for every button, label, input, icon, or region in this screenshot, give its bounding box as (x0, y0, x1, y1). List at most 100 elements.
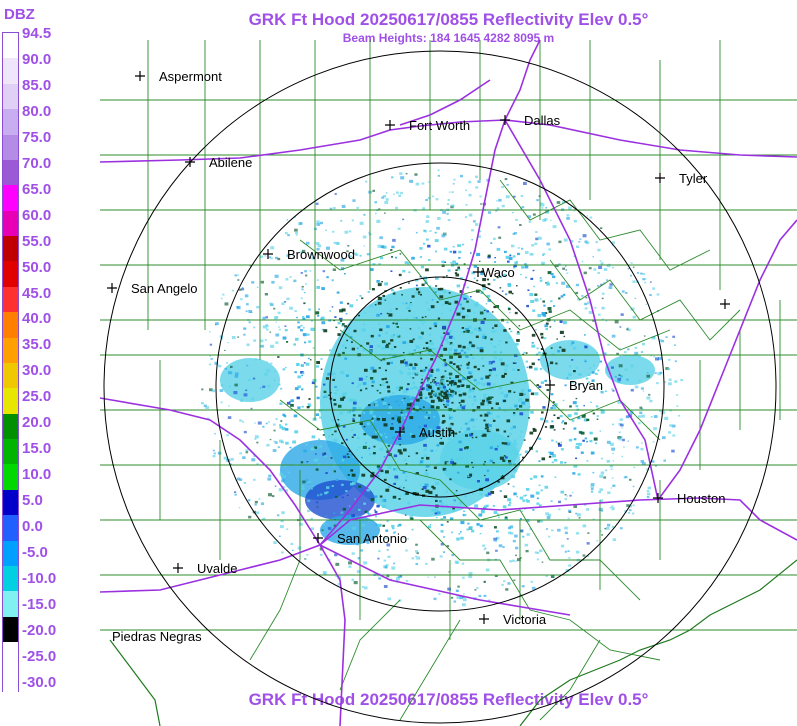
city-marker: Austin (395, 425, 455, 440)
legend-label: -10.0 (22, 569, 57, 587)
legend-label: -30.0 (22, 673, 57, 691)
color-scale-segment (3, 58, 18, 84)
legend-label: 55.0 (22, 232, 52, 250)
city-label: Fort Worth (409, 118, 470, 133)
city-marker: Aspermont (135, 69, 222, 84)
legend-label: 40.0 (22, 310, 52, 328)
crosshair-icon (263, 249, 273, 259)
legend-label: 5.0 (22, 492, 43, 510)
legend-label: -20.0 (22, 621, 57, 639)
radar-echoes (201, 169, 684, 607)
city-marker: Bryan (545, 378, 603, 393)
city-marker (720, 299, 730, 309)
crosshair-icon (473, 267, 483, 277)
city-label: San Antonio (337, 531, 407, 546)
legend-label: 75.0 (22, 128, 52, 146)
color-scale-segment (3, 337, 18, 363)
city-label: Bryan (569, 378, 603, 393)
crosshair-icon (653, 493, 663, 503)
city-marker: San Antonio (313, 531, 407, 546)
city-label: Waco (482, 265, 515, 280)
color-scale-segment (3, 413, 18, 439)
city-label: Uvalde (197, 561, 237, 576)
color-scale-segment (3, 515, 18, 541)
radar-map: Aspermont Fort Worth Dallas Abilene Tyler Bro… (100, 40, 797, 726)
crosshair-icon (720, 299, 730, 309)
legend-label: 94.5 (22, 25, 52, 42)
color-scale-segment (3, 236, 18, 262)
crosshair-icon (479, 614, 489, 624)
color-scale-segment (3, 616, 18, 642)
color-scale-segment (3, 667, 18, 693)
city-marker: Waco (473, 265, 515, 280)
echo-patch (540, 340, 600, 380)
legend-label: 10.0 (22, 466, 52, 484)
crosshair-icon (135, 71, 145, 81)
color-scale-segment (3, 464, 18, 490)
coastline (109, 559, 797, 726)
color-scale-segment (3, 286, 18, 313)
city-label: San Angelo (131, 281, 198, 296)
color-scale-segment (3, 642, 18, 668)
city-marker: Brownwood (263, 247, 355, 262)
color-scale-segment (3, 388, 18, 414)
color-scale-segment (3, 591, 18, 617)
color-scale-bar (2, 32, 19, 693)
legend-label: 70.0 (22, 154, 52, 172)
color-scale-segment (3, 312, 18, 338)
color-scale-segment (3, 185, 18, 211)
legend-label: 35.0 (22, 336, 52, 354)
crosshair-icon (395, 427, 405, 437)
crosshair-icon (500, 115, 510, 125)
city-marker: Victoria (479, 612, 547, 627)
color-scale-segment (3, 109, 18, 135)
city-label: Brownwood (287, 247, 355, 262)
crosshair-icon (545, 380, 555, 390)
color-scale-segment (3, 489, 18, 516)
city-label: Austin (419, 425, 455, 440)
color-scale-segment (3, 134, 18, 160)
city-markers: Aspermont Fort Worth Dallas Abilene Tyler Bro… (107, 69, 730, 644)
legend-label: 85.0 (22, 76, 52, 94)
legend-label: 60.0 (22, 206, 52, 224)
color-scale-segment (3, 540, 18, 566)
city-label: Houston (677, 491, 725, 506)
crosshair-icon (173, 563, 183, 573)
echo-patch (605, 355, 655, 385)
beam-heights: Beam Heights: 184 1645 4282 8095 m (342, 31, 555, 45)
map-title: GRK Ft Hood 20250617/0855 Reflectivity E… (248, 10, 649, 29)
city-marker: San Angelo (107, 281, 198, 296)
legend-label: 0.0 (22, 518, 43, 536)
color-scale-segment (3, 565, 18, 592)
color-scale-segment (3, 439, 18, 465)
legend-label: 15.0 (22, 440, 52, 458)
crosshair-icon (385, 120, 395, 130)
highways (100, 40, 797, 726)
legend-label: -5.0 (22, 544, 48, 561)
legend-label: 25.0 (22, 388, 52, 406)
color-scale-segment (3, 261, 18, 287)
city-label: Dallas (524, 113, 561, 128)
color-scale-segment (3, 33, 18, 59)
legend-label: 65.0 (22, 180, 52, 198)
echo-patch (305, 480, 375, 520)
color-scale-segment (3, 362, 18, 389)
legend-unit: DBZ (4, 6, 35, 23)
color-scale-segment (3, 83, 18, 110)
crosshair-icon (107, 283, 117, 293)
legend-label: -25.0 (22, 647, 57, 665)
color-scale-segment (3, 210, 18, 236)
city-label: Abilene (209, 155, 252, 170)
city-label: Aspermont (159, 69, 222, 84)
city-marker: Dallas (500, 113, 561, 128)
legend-label: 45.0 (22, 284, 52, 302)
legend-label: 20.0 (22, 414, 52, 432)
legend-label: 30.0 (22, 362, 52, 380)
legend-label: 90.0 (22, 50, 52, 68)
city-marker: Houston (653, 491, 725, 506)
city-label: Tyler (679, 171, 708, 186)
city-marker: Tyler (655, 171, 708, 186)
city-label: Victoria (503, 612, 547, 627)
county-lines (100, 40, 797, 721)
crosshair-icon (185, 157, 195, 167)
